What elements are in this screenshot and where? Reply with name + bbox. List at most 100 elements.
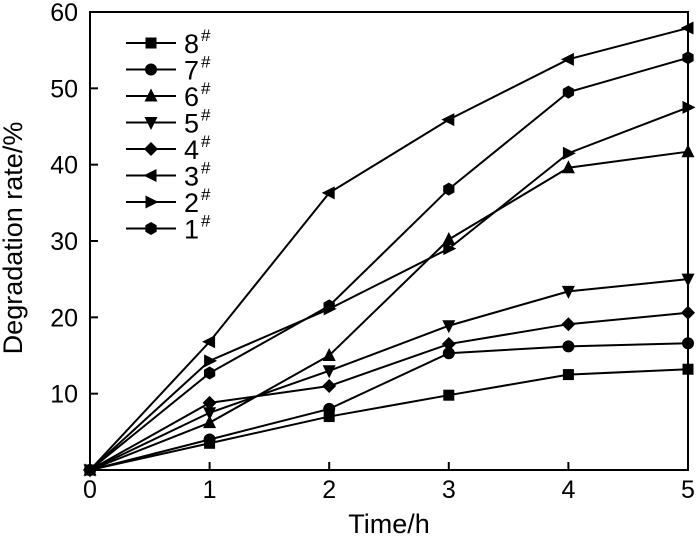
data-point-1 — [682, 51, 694, 65]
x-tick-label: 2 — [322, 476, 336, 504]
data-point-8 — [323, 411, 335, 423]
legend-marker — [145, 63, 157, 76]
data-point-1 — [323, 299, 335, 313]
legend-entry-8: 8 # — [126, 26, 211, 59]
legend-entry-4: 4 # — [126, 132, 211, 165]
legend-superscript: # — [201, 159, 211, 178]
data-point-6 — [322, 348, 336, 361]
data-point-2 — [682, 100, 696, 114]
y-tick-label: 40 — [50, 152, 78, 180]
data-point-6 — [442, 231, 456, 245]
data-point-4 — [441, 337, 456, 352]
data-point-3 — [680, 21, 694, 35]
legend-entry-5: 5 # — [126, 106, 211, 139]
legend-label: 1 — [184, 215, 199, 245]
data-point-5 — [322, 365, 336, 379]
x-tick-label: 3 — [442, 476, 456, 504]
plot-frame — [89, 11, 689, 471]
series-line-4 — [89, 311, 689, 471]
legend-label: 4 — [184, 135, 199, 165]
series-6 — [83, 144, 695, 476]
legend-label: 8 — [184, 29, 199, 59]
data-point-7 — [562, 340, 575, 353]
legend-marker — [144, 88, 158, 102]
x-axis-label: Time/h — [348, 509, 430, 539]
legend-label: 5 — [184, 109, 199, 139]
series-line-3 — [89, 27, 689, 471]
series-line-5 — [89, 278, 689, 471]
data-point-3 — [321, 186, 335, 200]
data-point-4 — [561, 317, 576, 332]
legend-marker — [145, 37, 157, 49]
data-point-7 — [682, 337, 694, 350]
data-point-6 — [561, 160, 575, 174]
data-point-5 — [681, 273, 695, 287]
y-tick-label: 30 — [50, 228, 78, 256]
data-point-3 — [202, 335, 216, 349]
data-point-4 — [202, 395, 217, 410]
y-tick-label: 50 — [50, 75, 78, 103]
data-point-5 — [561, 285, 575, 299]
legend-superscript: # — [201, 106, 211, 125]
data-point-8 — [443, 389, 455, 401]
data-point-2 — [443, 242, 457, 256]
x-tick-label: 1 — [203, 476, 217, 504]
series-line-8 — [89, 368, 689, 471]
data-point-6 — [203, 415, 217, 429]
legend-entry-3: 3 # — [126, 159, 211, 192]
legend-label: 7 — [184, 56, 199, 86]
data-point-5 — [203, 407, 217, 421]
series-5 — [83, 273, 695, 478]
data-point-7 — [442, 347, 455, 360]
data-point-1 — [562, 85, 575, 99]
series-line-7 — [89, 342, 689, 471]
legend-label: 2 — [184, 188, 199, 218]
legend-superscript: # — [201, 212, 211, 231]
y-axis-label: Degradation rate/% — [0, 122, 28, 355]
y-tick-label: 20 — [50, 304, 78, 332]
data-point-1 — [443, 182, 455, 196]
data-point-4 — [322, 379, 337, 394]
legend-entry-2: 2 # — [126, 185, 211, 218]
legend-marker — [144, 142, 158, 156]
x-tick-label: 4 — [561, 476, 575, 504]
data-point-1 — [84, 463, 96, 477]
legend-marker — [143, 169, 157, 182]
series-4 — [83, 305, 695, 477]
legend-marker — [145, 195, 159, 209]
series-layer — [82, 21, 696, 478]
legend-superscript: # — [201, 79, 211, 98]
legend: 8 #7 #6 #5 #4 #3 #2 #1 # — [126, 26, 211, 245]
legend-entry-6: 6 # — [126, 79, 211, 112]
series-1 — [84, 51, 694, 477]
data-point-7 — [323, 402, 336, 415]
legend-label: 3 — [184, 162, 199, 192]
data-point-3 — [560, 52, 574, 66]
data-point-4 — [681, 305, 695, 320]
data-point-3 — [441, 113, 455, 127]
data-point-7 — [203, 433, 216, 446]
series-line-6 — [89, 150, 689, 471]
legend-entry-7: 7 # — [126, 53, 211, 86]
legend-superscript: # — [201, 26, 211, 45]
series-line-2 — [89, 106, 689, 471]
series-line-1 — [89, 56, 689, 471]
legend-marker — [145, 222, 157, 235]
legend-entry-1: 1 # — [126, 212, 211, 245]
legend-label: 6 — [184, 82, 199, 112]
data-point-1 — [203, 366, 216, 380]
x-tick-label: 5 — [681, 476, 695, 504]
data-point-6 — [681, 144, 695, 158]
legend-superscript: # — [201, 53, 211, 72]
data-point-8 — [562, 369, 574, 381]
legend-superscript: # — [201, 132, 211, 151]
y-tick-label: 60 — [50, 0, 78, 27]
legend-marker — [144, 117, 158, 130]
y-tick-label: 10 — [50, 381, 78, 409]
data-point-5 — [442, 320, 456, 334]
x-tick-label: 0 — [83, 476, 97, 504]
data-point-2 — [204, 354, 218, 368]
data-point-8 — [682, 363, 694, 375]
